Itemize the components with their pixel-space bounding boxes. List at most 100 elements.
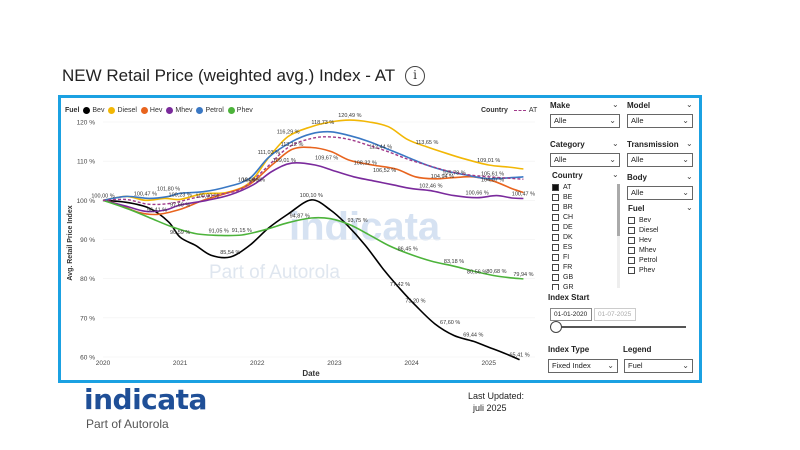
country-item-fr[interactable]: FR: [552, 262, 616, 272]
fuel-item-petrol[interactable]: Petrol: [628, 255, 688, 265]
line-chart: indicata Part of Autorola 60 % 70 % 80 % 90…: [67, 113, 535, 378]
body-dropdown[interactable]: Alle ⌄: [627, 186, 693, 200]
data-label: 104,06 %: [238, 177, 261, 183]
scrollbar-thumb[interactable]: [617, 184, 620, 236]
country-item-ch[interactable]: CH: [552, 212, 616, 222]
country-item-label: GB: [563, 273, 574, 281]
country-item-gb[interactable]: GB: [552, 272, 616, 282]
legend-item-bev[interactable]: Bev: [83, 106, 104, 114]
data-label: 91,05 %: [209, 228, 229, 234]
checkbox[interactable]: [552, 203, 559, 211]
fuel-item-bev[interactable]: Bev: [628, 215, 688, 225]
y-tick-label: 80 %: [80, 276, 95, 283]
data-label: 113,12 %: [281, 142, 304, 148]
series-line-petrol: [102, 130, 524, 202]
transmission-value: Alle: [631, 155, 644, 164]
x-axis-title: Date: [302, 369, 320, 378]
checkbox[interactable]: [628, 226, 635, 234]
transmission-dropdown[interactable]: Alle ⌄: [627, 153, 693, 167]
data-label: 77,42 %: [390, 282, 410, 288]
chevron-down-icon[interactable]: ⌄: [612, 139, 619, 148]
country-item-dk[interactable]: DK: [552, 232, 616, 242]
country-scrollbar[interactable]: [617, 184, 620, 288]
country-item-be[interactable]: BE: [552, 192, 616, 202]
body-value: Alle: [631, 188, 644, 197]
fuel-item-phev[interactable]: Phev: [628, 265, 688, 275]
x-tick-label: 2021: [173, 360, 188, 367]
country-item-at[interactable]: AT: [552, 182, 616, 192]
chevron-down-icon[interactable]: ⌄: [686, 172, 693, 181]
index-type-dropdown[interactable]: Fixed Index ⌄: [548, 359, 618, 373]
make-value: Alle: [554, 116, 567, 125]
country-legend: Country AT: [481, 104, 537, 116]
info-icon[interactable]: i: [405, 66, 425, 86]
checkbox[interactable]: [552, 213, 559, 221]
country-item-label: FR: [563, 263, 573, 271]
fuel-item-diesel[interactable]: Diesel: [628, 225, 688, 235]
chevron-down-icon: ⌄: [682, 116, 689, 125]
end-date-input[interactable]: 01-07-2025: [594, 308, 636, 321]
checkbox[interactable]: [628, 266, 635, 274]
data-label: 108,32 %: [354, 161, 377, 167]
data-label: 79,94 %: [513, 272, 533, 278]
data-label: 94,87 %: [290, 213, 310, 219]
legend-item-diesel[interactable]: Diesel: [108, 106, 137, 114]
checkbox[interactable]: [552, 243, 559, 251]
checkbox-checked[interactable]: [552, 183, 559, 191]
fuel-item-label: Petrol: [639, 256, 658, 264]
chevron-down-icon[interactable]: ⌄: [686, 100, 693, 109]
checkbox[interactable]: [628, 256, 635, 264]
chevron-down-icon[interactable]: ⌄: [612, 170, 619, 179]
series-line-hev: [102, 146, 524, 216]
data-label: 67,60 %: [440, 320, 460, 326]
checkbox[interactable]: [628, 246, 635, 254]
y-tick-label: 90 %: [80, 237, 95, 244]
checkbox[interactable]: [552, 233, 559, 241]
legend-item-phev[interactable]: Phev: [227, 106, 253, 114]
checkbox[interactable]: [552, 273, 559, 281]
data-label: 118,73 %: [311, 120, 334, 126]
fuel-item-mhev[interactable]: Mhev: [628, 245, 688, 255]
checkbox[interactable]: [552, 223, 559, 231]
chevron-down-icon[interactable]: ⌄: [686, 139, 693, 148]
last-updated-label: Last Updated:: [468, 391, 525, 401]
country-item-fi[interactable]: FI: [552, 252, 616, 262]
model-dropdown[interactable]: Alle ⌄: [627, 114, 693, 128]
category-label: Category: [550, 140, 585, 149]
legend-item-hev[interactable]: Hev: [140, 106, 162, 114]
date-slider-handle[interactable]: [550, 321, 562, 333]
legend-item-mhev[interactable]: Mhev: [166, 106, 192, 114]
checkbox[interactable]: [628, 236, 635, 244]
country-item-label: CH: [563, 213, 574, 221]
chevron-down-icon[interactable]: ⌄: [612, 100, 619, 109]
data-label: 100,47 %: [512, 191, 535, 197]
page-title: NEW Retail Price (weighted avg.) Index -…: [62, 66, 396, 85]
checkbox[interactable]: [552, 263, 559, 271]
country-item-label: ES: [563, 243, 573, 251]
x-tick-label: 2022: [250, 360, 265, 367]
make-dropdown[interactable]: Alle ⌄: [550, 114, 620, 128]
country-item-br[interactable]: BR: [552, 202, 616, 212]
legend-select-dropdown[interactable]: Fuel ⌄: [624, 359, 693, 373]
legend-item-petrol[interactable]: Petrol: [196, 106, 224, 114]
model-label: Model: [627, 101, 651, 110]
checkbox[interactable]: [552, 253, 559, 261]
country-item-es[interactable]: ES: [552, 242, 616, 252]
country-item-gr[interactable]: GR: [552, 282, 616, 290]
start-date-input[interactable]: 01-01-2020: [550, 308, 592, 321]
checkbox[interactable]: [552, 283, 559, 290]
chevron-down-icon: ⌄: [609, 116, 616, 125]
checkbox[interactable]: [552, 193, 559, 201]
country-item-de[interactable]: DE: [552, 222, 616, 232]
data-label: 104,07 %: [481, 177, 504, 183]
category-dropdown[interactable]: Alle ⌄: [550, 153, 620, 167]
date-slider-track[interactable]: [556, 326, 686, 328]
country-legend-label[interactable]: AT: [528, 106, 538, 114]
checkbox[interactable]: [628, 216, 635, 224]
legend-dot: [108, 106, 116, 114]
legend-dot: [196, 106, 204, 114]
legend-dot: [83, 106, 91, 114]
chevron-down-icon[interactable]: ⌄: [686, 203, 693, 212]
data-label: 100,10 %: [300, 193, 323, 199]
fuel-item-hev[interactable]: Hev: [628, 235, 688, 245]
